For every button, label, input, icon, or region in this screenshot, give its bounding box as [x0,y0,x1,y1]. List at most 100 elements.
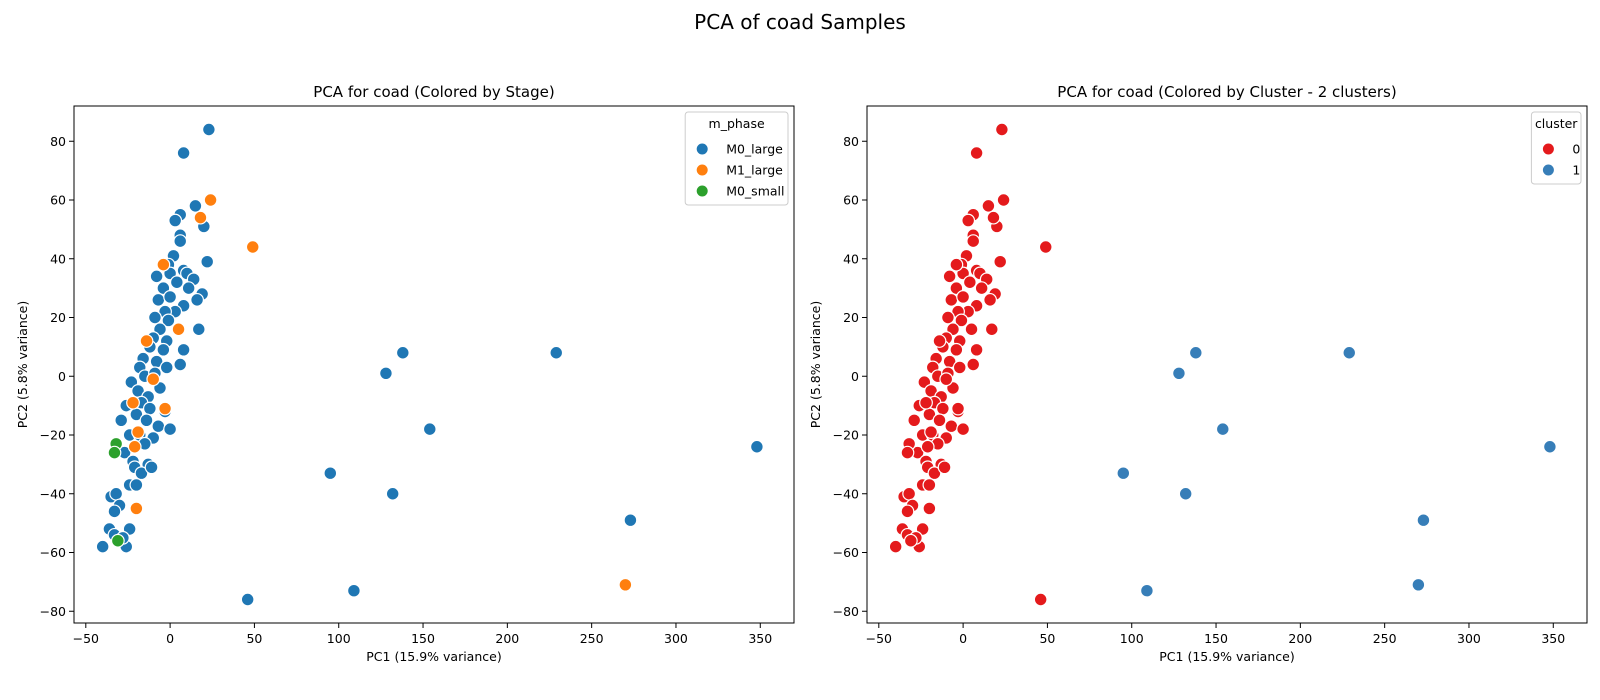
scatter-point [956,290,971,304]
y-tick-label: 80 [50,134,66,149]
scatter-point [966,234,981,249]
scatter-point [146,372,161,387]
legend-marker [695,163,709,177]
scatter-point [159,360,174,375]
legend-label: M0_large [726,142,783,157]
legend-label: M0_small [726,184,784,199]
scatter-point [347,583,361,598]
y-tick-label: −40 [40,486,66,501]
scatter-point [903,533,918,548]
legend-label: 0 [1572,142,1580,157]
scatter-point [193,210,208,225]
y-tick-label: −60 [40,545,66,560]
scatter-point [949,257,964,272]
panel-stage: PCA for coad (Colored by Stage) −50 0 50 100… [15,83,795,664]
scatter-point [1215,422,1230,437]
scatter-point [996,193,1011,207]
scatter-point [961,213,976,228]
scatter-point [920,439,935,454]
scatter-point [110,533,125,548]
scatter-point [385,486,400,501]
scatter-point [139,413,154,428]
y-tick-label: 0 [851,369,859,384]
scatter-point [969,342,984,357]
scatter-points [95,122,764,607]
y-tick-label: 60 [50,193,66,208]
y-tick-label: −80 [833,604,859,619]
scatter-point [139,334,154,348]
y-axis-label: PC2 (5.8% variance) [808,301,823,429]
scatter-point [932,413,947,428]
scatter-point [395,345,410,360]
scatter-point [422,422,437,437]
scatter-point [549,345,564,360]
scatter-point [1542,439,1557,454]
y-tick-label: −80 [40,604,66,619]
scatter-point [944,292,959,307]
scatter-point [169,275,184,290]
scatter-point [954,313,969,328]
scatter-point [200,254,215,269]
x-tick-label: 300 [1457,631,1481,646]
scatter-point [163,422,178,437]
scatter-point [952,360,967,375]
x-tick-label: 200 [1288,631,1312,646]
scatter-point [127,439,142,454]
x-tick-label: 50 [246,631,262,646]
legend: m_phase M0_large M1_large M0_small [684,111,789,206]
y-axis-label: PC2 (5.8% variance) [15,301,30,429]
scatter-point [173,234,188,249]
legend-marker [695,184,709,198]
scatter-point [379,366,393,381]
scatter-point [981,198,996,213]
scatter-point [1140,583,1154,598]
legend-title: cluster [1535,116,1578,131]
scatter-point [942,269,957,284]
scatter-point [1411,577,1426,592]
scatter-point [1416,513,1431,528]
scatter-point [151,292,166,307]
legend-marker [1541,163,1555,177]
scatter-point [941,310,955,325]
scatter-point [1172,366,1186,381]
legend: cluster 0 1 [1530,111,1582,185]
scatter-point [114,413,129,428]
scatter-point [949,342,964,357]
scatter-point [190,292,204,307]
x-tick-label: 350 [748,631,772,646]
scatter-point [240,592,255,607]
scatter-point [974,281,989,296]
y-tick-label: 40 [50,251,66,266]
scatter-point [902,486,917,501]
x-tick-label: 150 [1204,631,1228,646]
x-axis-label: PC1 (15.9% variance) [1159,649,1294,664]
y-tick-label: 40 [843,251,859,266]
scatter-point [156,257,171,272]
scatter-point [168,213,183,228]
scatter-point [134,466,149,481]
plot-frame [866,105,1588,624]
y-tick-label: −20 [833,428,859,443]
scatter-point [1178,486,1193,501]
scatter-point [131,425,145,439]
scatter-point [888,539,903,554]
y-tick-label: −40 [833,486,859,501]
scatter-point [993,254,1008,269]
x-tick-label: 0 [959,631,967,646]
scatter-point [623,513,638,528]
scatter-point [1116,466,1131,481]
scatter-point [107,504,122,519]
scatter-point [109,486,124,501]
scatter-point [922,478,937,492]
y-tick-label: 20 [50,310,66,325]
legend-title: m_phase [709,116,765,131]
scatter-point [907,413,922,428]
scatter-point [1033,592,1048,607]
scatter-point [176,146,191,160]
x-tick-label: −50 [866,631,892,646]
scatter-point [939,372,954,387]
scatter-point [1342,345,1357,360]
scatter-point [986,210,1001,225]
scatter-point [900,445,915,460]
scatter-point [962,275,977,290]
